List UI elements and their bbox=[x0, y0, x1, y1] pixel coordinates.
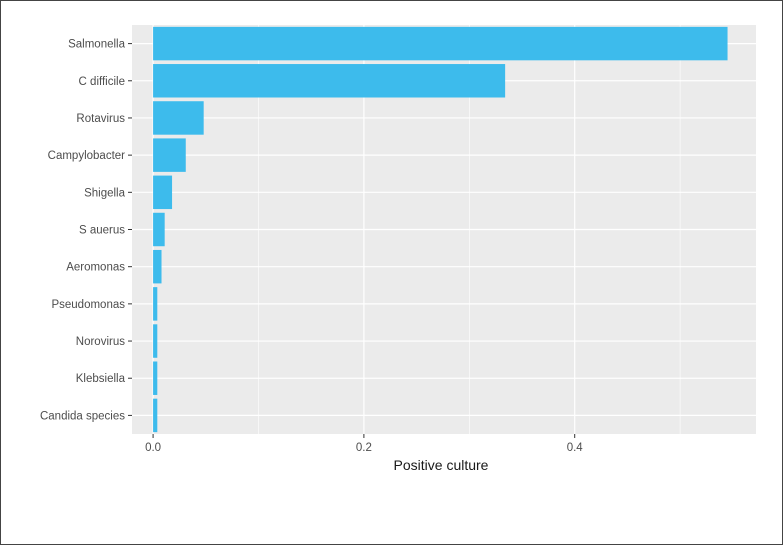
bar-campylobacter bbox=[153, 138, 186, 172]
x-axis: 0.0 0.2 0.4 bbox=[145, 434, 583, 454]
y-tick-label: Salmonella bbox=[68, 39, 125, 51]
bar-salmonella bbox=[153, 26, 728, 61]
y-tick-label: Aeromonas bbox=[66, 262, 125, 274]
y-tick-label: Shigella bbox=[84, 187, 126, 199]
x-tick-label: 0.2 bbox=[356, 442, 372, 454]
y-tick-label: Pseudomonas bbox=[51, 299, 125, 311]
bar-c-difficile bbox=[153, 64, 506, 98]
y-tick-label: S auerus bbox=[79, 225, 125, 237]
bar-shigella bbox=[153, 175, 173, 210]
y-tick-label: C difficile bbox=[79, 76, 125, 88]
x-axis-title: Positive culture bbox=[394, 457, 489, 473]
y-tick-label: Candida species bbox=[40, 410, 125, 422]
y-tick-label: Rotavirus bbox=[76, 113, 125, 125]
y-tick-label: Norovirus bbox=[76, 336, 125, 348]
x-tick-label: 0.0 bbox=[145, 442, 161, 454]
bar-candida-species bbox=[153, 398, 158, 433]
bar-klebsiella bbox=[153, 361, 158, 395]
bar-norovirus bbox=[153, 324, 158, 358]
bar-pseudomonas bbox=[153, 287, 158, 321]
x-tick-label: 0.4 bbox=[567, 442, 584, 454]
bar-rotavirus bbox=[153, 101, 204, 135]
y-axis: Salmonella C difficile Rotavirus Campylobac… bbox=[40, 39, 132, 422]
bar-aeromonas bbox=[153, 249, 162, 284]
bar-s-auerus bbox=[153, 212, 165, 247]
y-tick-label: Klebsiella bbox=[76, 373, 126, 385]
bars bbox=[153, 26, 728, 433]
y-tick-label: Campylobacter bbox=[48, 150, 126, 162]
